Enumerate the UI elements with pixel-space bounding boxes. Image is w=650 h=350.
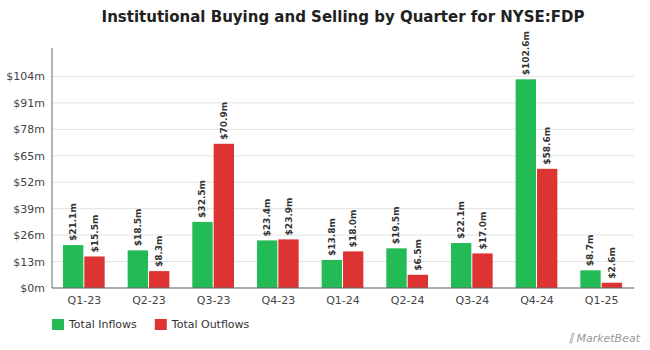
data-label: $2.6m (607, 247, 617, 279)
bar (472, 253, 492, 288)
x-tick-label: Q4-24 (520, 294, 554, 307)
data-label: $13.8m (327, 218, 337, 256)
y-tick-label: $104m (6, 70, 45, 83)
grid-line (52, 102, 634, 103)
x-tick-label: Q2-23 (132, 294, 166, 307)
bar (84, 256, 104, 288)
y-axis-line (52, 48, 53, 288)
data-label: $15.5m (90, 215, 100, 253)
bar (537, 169, 557, 288)
bar (257, 240, 277, 288)
bar (149, 271, 169, 288)
bar (278, 239, 298, 288)
legend-swatch (155, 319, 167, 330)
y-tick-label: $65m (13, 150, 45, 163)
y-tick-label: $0m (20, 282, 45, 295)
y-tick-label: $39m (13, 203, 45, 216)
bar (63, 245, 83, 288)
x-tick-label: Q1-24 (326, 294, 360, 307)
bar (386, 248, 406, 288)
data-label: $8.3m (154, 236, 164, 268)
bar (602, 283, 622, 288)
bar (128, 250, 148, 288)
data-label: $21.1m (68, 203, 78, 241)
grid (52, 76, 634, 288)
legend-label: Total Outflows (171, 318, 250, 331)
data-label: $19.5m (391, 206, 401, 244)
grid-line (52, 288, 634, 289)
y-tick-label: $26m (13, 229, 45, 242)
data-label: $32.5m (197, 180, 207, 218)
data-label: $70.9m (219, 102, 229, 140)
bar (451, 243, 471, 288)
bar (408, 275, 428, 288)
title: Institutional Buying and Selling by Quar… (102, 8, 585, 26)
legend-label: Total Inflows (68, 318, 137, 331)
bar (343, 251, 363, 288)
data-label: $8.7m (585, 235, 595, 267)
data-label: $102.6m (521, 31, 531, 75)
bar (516, 79, 536, 288)
y-tick-label: $91m (13, 97, 45, 110)
background (0, 0, 650, 350)
x-tick-label: Q3-23 (197, 294, 231, 307)
data-label: $22.1m (456, 201, 466, 239)
data-label: $58.6m (542, 127, 552, 165)
chart-svg: Institutional Buying and Selling by Quar… (0, 0, 650, 350)
x-tick-label: Q4-23 (262, 294, 296, 307)
bar (322, 260, 342, 288)
legend-swatch (52, 319, 64, 330)
x-tick-label: Q1-25 (585, 294, 619, 307)
data-label: $6.5m (413, 239, 423, 271)
data-label: $17.0m (478, 212, 488, 250)
y-tick-label: $13m (13, 256, 45, 269)
bars (63, 79, 622, 288)
x-tick-label: Q3-24 (456, 294, 490, 307)
data-labels: $21.1m $18.5m $32.5m $23.4m $13.8m $19.5m $22.… (68, 31, 617, 278)
bar (214, 144, 234, 288)
annotation: ⫿ MarketBeat (569, 332, 641, 345)
legend: Total Inflows Total Outflows (52, 318, 250, 331)
grid-line (52, 76, 634, 77)
y-tick-label: $78m (13, 123, 45, 136)
bar (580, 270, 600, 288)
data-label: $23.4m (262, 199, 272, 237)
data-label: $18.0m (348, 210, 358, 248)
x-tick-label: Q2-24 (391, 294, 425, 307)
bar (192, 222, 212, 288)
data-label: $23.9m (284, 198, 294, 236)
y-tick-label: $52m (13, 176, 45, 189)
x-tick-label: Q1-23 (68, 294, 102, 307)
data-label: $18.5m (133, 209, 143, 247)
x-axis-line (52, 288, 634, 289)
chart-container: Institutional Buying and Selling by Quar… (0, 0, 650, 350)
